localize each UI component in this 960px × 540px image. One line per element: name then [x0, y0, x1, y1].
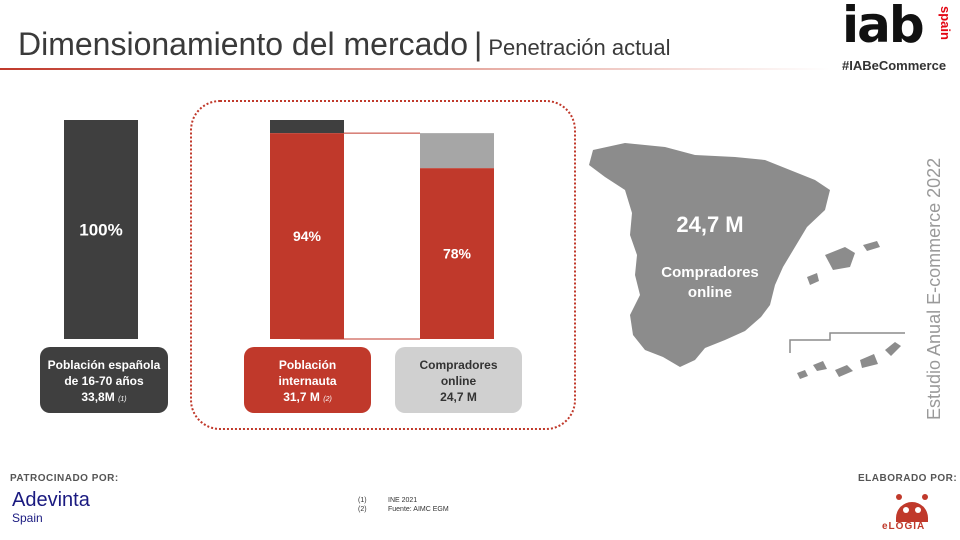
footnote-2: (2) Fuente: AIMC EGM — [358, 506, 449, 513]
caption-value: 24,7 M — [440, 390, 477, 404]
title-main: Dimensionamiento del mercado — [18, 26, 468, 62]
sponsor-logo-name: Adevinta — [12, 489, 90, 511]
map-value: 24,7 M — [676, 212, 744, 237]
caption-online-buyers: Compradores online 24,7 M — [395, 347, 522, 413]
highlight-frame — [190, 100, 576, 430]
caption-value: 31,7 M (2) — [283, 390, 332, 404]
spain-map — [589, 143, 905, 379]
study-side-label: Estudio Anual E-commerce 2022 — [924, 157, 944, 420]
hashtag: #IABeCommerce — [842, 58, 947, 73]
balearic-ibiza-shape — [807, 273, 819, 285]
iab-logo-country: spain — [938, 6, 953, 40]
footnotes: (1) INE 2021 (2) Fuente: AIMC EGM — [358, 496, 449, 514]
caption-line: internauta — [278, 374, 337, 388]
balearic-mallorca-shape — [825, 247, 855, 270]
caption-spanish-population: Población española de 16-70 años 33,8M (… — [40, 347, 168, 413]
balearic-menorca-shape — [863, 241, 880, 251]
caption-line: online — [440, 374, 477, 388]
title-subtitle: Penetración actual — [488, 35, 671, 60]
caption-ref: (1) — [118, 396, 127, 403]
made-by-label: ELABORADO POR: — [858, 473, 958, 484]
caption-value: 33,8M (1) — [81, 390, 127, 404]
caption-line: Población española — [47, 358, 161, 372]
bar-total-population — [64, 120, 138, 339]
title-underline — [0, 68, 830, 70]
spain-mainland-shape — [589, 143, 830, 367]
canary-islands-shape — [797, 342, 901, 379]
elogia-logo-name: eLOGIA — [882, 521, 926, 532]
page-title: Dimensionamiento del mercado | Penetración… — [18, 26, 671, 63]
elogia-logo-icon — [896, 494, 928, 522]
data-label-total: 100% — [79, 221, 122, 240]
sponsor-logo-region: Spain — [12, 511, 43, 525]
caption-internet-population: Población internauta 31,7 M (2) — [244, 347, 371, 413]
caption-line: de 16-70 años — [64, 374, 144, 388]
sponsor-label: PATROCINADO POR: — [10, 473, 119, 484]
iab-logo: iab spain — [842, 0, 953, 60]
caption-line: Población — [278, 358, 337, 372]
map-label: Compradores online — [661, 264, 759, 301]
caption-ref: (2) — [323, 396, 332, 403]
canary-frame-shape — [789, 332, 905, 353]
iab-logo-text: iab — [842, 0, 925, 54]
footnote-1: (1) INE 2021 — [358, 497, 418, 504]
caption-line: Compradores — [419, 358, 498, 372]
title-separator: | — [474, 26, 483, 62]
